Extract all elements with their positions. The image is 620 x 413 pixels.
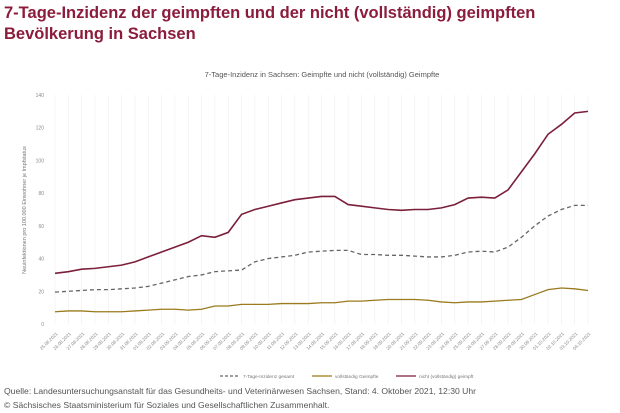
legend-label: nicht (vollständig) geimpft [419,374,474,380]
legend-label: vollständig Geimpfte [335,374,379,380]
legend-label: 7-Tage-Inzidenz gesamt [243,374,295,380]
y-tick-label: 100 [36,158,45,164]
y-axis-label: Neuinfektionen pro 100.000 Einwohner je … [22,146,28,274]
y-tick-label: 80 [38,191,44,197]
y-tick-label: 20 [38,289,44,295]
series-line [54,287,589,313]
y-tick-label: 120 [36,126,45,132]
series-line [54,110,589,275]
y-tick-label: 60 [38,224,44,230]
copyright-note: © Sächsisches Staatsministerium für Sozi… [4,400,330,410]
series-line [54,204,588,293]
page-title: 7-Tage-Inzidenz der geimpften und der ni… [4,4,536,43]
y-tick-label: 140 [36,93,45,99]
chart-title: 7-Tage-Inzidenz in Sachsen: Geimpfte und… [205,70,440,79]
y-tick-label: 0 [41,322,44,328]
source-note: Quelle: Landesuntersuchungsanstalt für d… [4,386,477,396]
y-tick-label: 40 [38,257,44,263]
